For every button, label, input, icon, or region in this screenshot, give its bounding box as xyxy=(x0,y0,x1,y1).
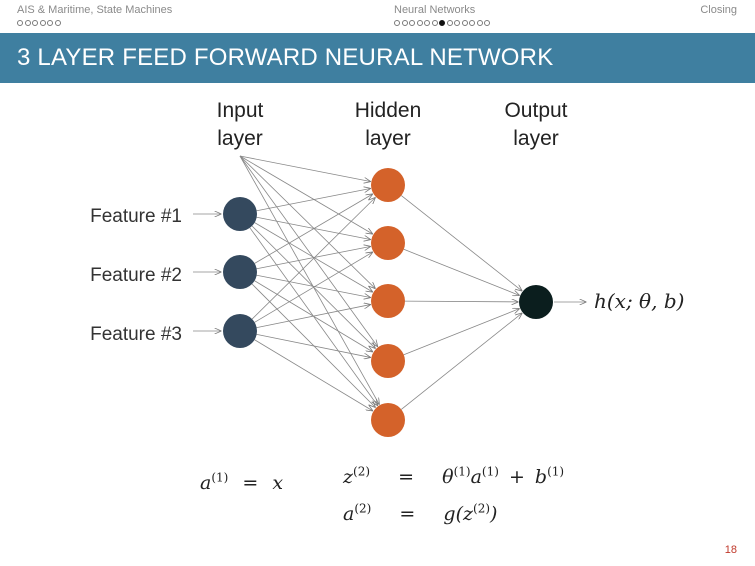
nav-slide-dot[interactable] xyxy=(54,20,61,26)
nav-slide-dot[interactable] xyxy=(476,20,483,26)
nav-slide-dot[interactable] xyxy=(32,20,38,26)
nav-section-title[interactable]: AIS & Maritime, State Machines xyxy=(17,4,173,16)
eq-symbol: x xyxy=(272,472,284,494)
eq-symbol: z xyxy=(343,466,354,488)
nav-slide-dot[interactable] xyxy=(24,20,31,26)
hidden-node xyxy=(371,168,405,202)
nav-section-closing[interactable]: Closing xyxy=(700,4,737,25)
feature-label-2: Feature #2 xyxy=(90,265,182,286)
nav-section-neural-networks[interactable]: Neural Networks xyxy=(394,4,492,26)
edge-input-hidden xyxy=(256,333,371,357)
equation-hidden-preactivation: z(2) = θ(1)a(1) + b(1) xyxy=(343,466,564,488)
output-function-label: h(x; θ, b) xyxy=(594,289,684,313)
nav-slide-dot[interactable] xyxy=(47,20,53,26)
nav-slide-dot[interactable] xyxy=(424,20,430,26)
nav-slide-dot[interactable] xyxy=(461,20,468,26)
edge-hidden-output xyxy=(404,301,518,302)
edge-input-hidden xyxy=(239,155,375,288)
eq-function: g(z xyxy=(443,503,474,525)
eq-operator: = xyxy=(242,472,259,494)
nav-progress-dots[interactable] xyxy=(17,17,172,26)
nav-slide-dot[interactable] xyxy=(446,20,453,26)
eq-operator: = xyxy=(399,503,416,525)
slide-title: 3 LAYER FEED FORWARD NEURAL NETWORK xyxy=(17,44,554,71)
eq-superscript: (1) xyxy=(211,470,229,485)
eq-symbol: θ xyxy=(442,466,454,488)
input-node xyxy=(223,255,257,289)
nav-slide-dot[interactable] xyxy=(484,20,490,26)
edge-input-hidden xyxy=(256,305,371,329)
page-number: 18 xyxy=(724,544,737,556)
edge-input-hidden xyxy=(256,246,371,270)
edge-input-hidden xyxy=(239,155,372,234)
edge-hidden-output xyxy=(401,195,522,291)
nav-section-ais[interactable]: AIS & Maritime, State Machines xyxy=(17,4,173,26)
feature-label-1: Feature #1 xyxy=(90,206,182,227)
eq-superscript: (1) xyxy=(453,464,471,479)
eq-symbol: a xyxy=(200,472,212,494)
nav-slide-dot[interactable] xyxy=(39,20,46,26)
feature-label-3: Feature #3 xyxy=(90,324,182,345)
nav-slide-dot[interactable] xyxy=(439,20,445,26)
nav-slide-dot[interactable] xyxy=(454,20,460,26)
edge-input-hidden xyxy=(239,155,377,346)
nav-section-title[interactable]: Closing xyxy=(700,4,737,16)
input-node xyxy=(223,197,257,231)
edge-hidden-output xyxy=(403,309,519,356)
edges xyxy=(193,155,586,411)
edge-input-hidden xyxy=(256,188,371,212)
edge-hidden-output xyxy=(401,313,522,410)
nav-slide-dot[interactable] xyxy=(416,20,423,26)
eq-symbol: a xyxy=(470,466,482,488)
edge-input-hidden xyxy=(254,194,373,264)
hidden-layer-label: Hidden xyxy=(355,99,422,122)
nav-slide-dot[interactable] xyxy=(409,20,415,26)
edge-input-hidden xyxy=(239,155,370,182)
eq-symbol: a xyxy=(343,503,355,525)
nav-slide-dot[interactable] xyxy=(469,20,475,26)
edge-input-hidden xyxy=(251,198,375,320)
eq-superscript: (2) xyxy=(354,501,372,516)
nav-section-title[interactable]: Neural Networks xyxy=(394,4,476,16)
edge-input-hidden xyxy=(239,155,379,404)
eq-operator: = xyxy=(398,466,415,488)
nav-slide-dot[interactable] xyxy=(394,20,400,26)
edge-input-hidden xyxy=(256,274,371,297)
output-node xyxy=(519,285,553,319)
equation-input-activation: a(1) = x xyxy=(200,472,283,494)
edge-input-hidden xyxy=(254,252,373,323)
input-layer-label: Input xyxy=(217,99,264,122)
nav-slide-dot[interactable] xyxy=(401,20,408,26)
output-layer-label: Output xyxy=(504,99,567,122)
eq-symbol: b xyxy=(534,466,548,488)
input-layer-label: layer xyxy=(217,127,263,150)
navigation-bar: AIS & Maritime, State Machines Neural Ne… xyxy=(0,0,755,32)
hidden-node xyxy=(371,403,405,437)
edge-hidden-output xyxy=(403,248,519,295)
title-bar: 3 LAYER FEED FORWARD NEURAL NETWORK xyxy=(0,33,755,83)
hidden-node xyxy=(371,344,405,378)
nav-progress-dots[interactable] xyxy=(394,17,492,26)
equation-hidden-activation: a(2) = g(z(2)) xyxy=(343,503,497,525)
output-layer-label: layer xyxy=(513,127,559,150)
edge-input-hidden xyxy=(254,339,373,411)
hidden-node xyxy=(371,226,405,260)
hidden-node xyxy=(371,284,405,318)
eq-superscript: (1) xyxy=(547,464,565,479)
nav-slide-dot[interactable] xyxy=(431,20,438,26)
eq-superscript: (1) xyxy=(481,464,499,479)
nodes xyxy=(223,168,553,437)
nav-slide-dot[interactable] xyxy=(17,20,23,26)
eq-symbol: ) xyxy=(490,503,498,525)
eq-superscript: (2) xyxy=(353,464,371,479)
eq-superscript: (2) xyxy=(473,501,491,516)
hidden-layer-label: layer xyxy=(365,127,411,150)
eq-operator: + xyxy=(508,466,525,488)
input-node xyxy=(223,314,257,348)
